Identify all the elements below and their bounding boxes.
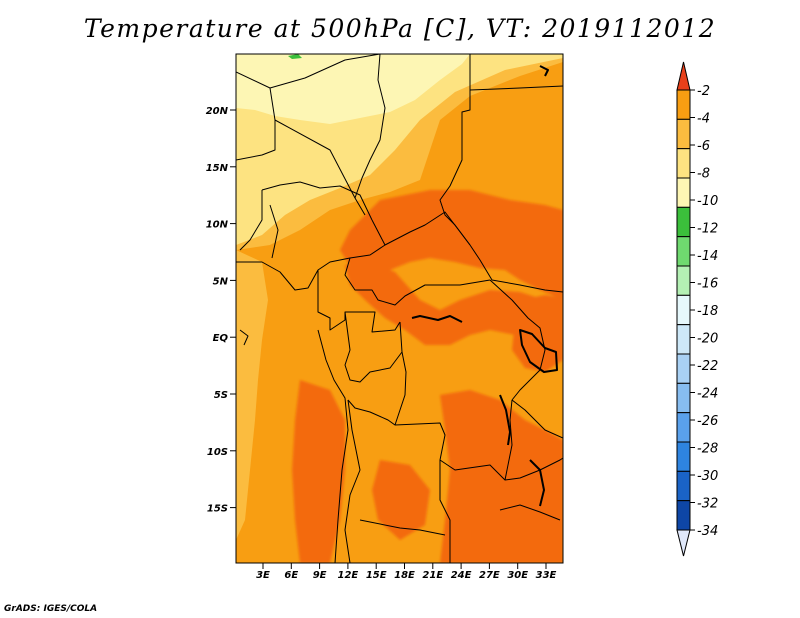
field-band-minus6-minus8-west [236,250,268,540]
border-line [269,204,279,259]
map-frame [235,53,564,564]
colorbar-segment [676,89,691,120]
colorbar-label: -20 [697,332,718,347]
colorbar-segment [676,265,691,296]
latitude-label: 10S [207,447,228,458]
colorbar-label: -22 [697,359,718,374]
colorbar-label: -10 [697,194,718,209]
border-line [274,119,366,216]
border-line [359,519,446,536]
latitude-label: 10N [206,220,229,231]
temperature-field [236,54,563,563]
border-line [394,399,513,481]
lake-outline [411,315,463,323]
colorbar-label: -34 [697,524,718,539]
longitude-label: 15E [366,570,387,581]
colorbar-segment [676,118,691,150]
border-line [489,279,546,401]
border-line [344,311,403,383]
map-title: Temperature at 500hPa [C], VT: 201911201… [83,14,717,43]
country-borders [236,54,563,563]
colorbar-label: -2 [697,84,710,99]
latitude-label: 15S [207,504,228,515]
latitude-label: 5N [213,276,229,287]
longitude-label: 3E [256,570,270,581]
colorbar-segment [676,294,691,326]
border-line [344,257,491,306]
border-line [239,190,263,251]
colorbar-label: -28 [697,442,718,457]
colorbar-segment [676,177,691,208]
colorbar: -2 -4 -6 -8 -10 -12 -14 -16 -18 -20 -22 -24 -26 -28 -3… [676,61,718,557]
longitude-label: 24E [451,570,472,581]
lake-outline [539,65,549,77]
coastline [239,329,249,346]
longitude-label: 33E [536,570,557,581]
latitude-label: 20N [206,106,229,117]
colorbar-label: -8 [697,167,710,182]
lake-outline [499,394,511,446]
colorbar-segment [676,324,691,355]
border-line [236,54,381,89]
colorbar-segment [676,236,691,267]
border-line [236,87,276,161]
colorbar-label: -16 [697,277,718,292]
longitude-label: 12E [338,570,359,581]
colorbar-segment [676,500,691,531]
border-line [384,211,563,293]
colorbar-label: -32 [697,497,718,512]
colorbar-arrow-bottom [676,529,691,557]
border-line [439,460,451,563]
latitude-axis: 20N 15N 10N 5N EQ 5S 10S 15S [206,106,236,515]
longitude-label: 9E [313,570,327,581]
longitude-label: 30E [507,570,528,581]
colorbar-segment [676,441,691,472]
colorbar-segment [676,412,691,443]
colorbar-segment [676,148,691,179]
border-line [354,54,386,199]
colorbar-label: -14 [697,249,718,264]
colorbar-label: -4 [697,112,710,127]
border-line [469,85,563,91]
colorbar-label: -18 [697,304,718,319]
colorbar-label: -30 [697,469,718,484]
colorbar-segment [676,353,691,384]
grads-credit: GrADS: IGES/COLA [4,604,98,614]
lake-outline [529,459,545,507]
colorbar-segment [676,206,691,238]
longitude-axis: 3E 6E 9E 12E 15E 18E 21E 24E 27E 30E 33E [256,563,557,581]
longitude-label: 27E [479,570,500,581]
border-line [317,270,401,333]
colorbar-label: -12 [697,222,718,237]
colorbar-segment [676,470,691,502]
colorbar-label: -24 [697,387,718,402]
colorbar-label: -6 [697,139,710,154]
latitude-label: 15N [206,163,229,174]
coastline [317,329,349,563]
field-band-minus10-minus12 [236,54,470,124]
field-green-spot [288,54,302,59]
border-line [344,399,361,563]
longitude-label: 18E [394,570,415,581]
longitude-label: 6E [284,570,298,581]
border-line [261,181,373,221]
lake-outline [519,329,558,373]
border-line [511,399,563,439]
latitude-label: EQ [213,333,229,344]
border-line [439,54,471,246]
colorbar-arrow-top [676,61,691,91]
colorbar-label: -26 [697,414,718,429]
border-line [499,504,561,521]
colorbar-segment [676,382,691,414]
latitude-label: 5S [214,390,228,401]
longitude-label: 21E [422,570,443,581]
